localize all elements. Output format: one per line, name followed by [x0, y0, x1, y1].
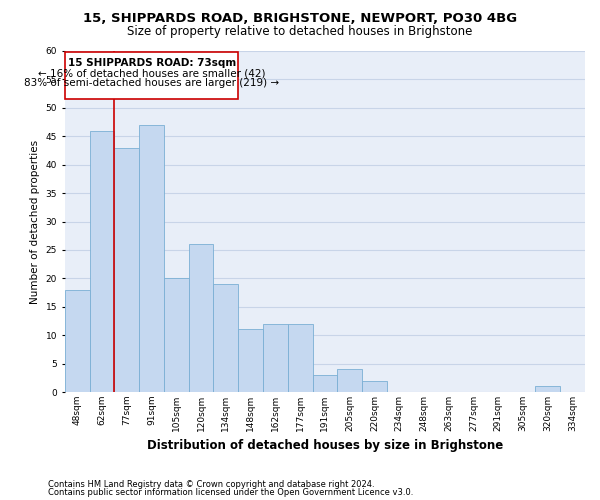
Y-axis label: Number of detached properties: Number of detached properties: [30, 140, 40, 304]
Bar: [238, 330, 263, 392]
Bar: [214, 284, 238, 392]
Bar: [263, 324, 288, 392]
Bar: [139, 125, 164, 392]
Text: 15 SHIPPARDS ROAD: 73sqm: 15 SHIPPARDS ROAD: 73sqm: [68, 58, 236, 68]
Bar: [535, 386, 560, 392]
Bar: [362, 380, 387, 392]
Bar: [288, 324, 313, 392]
Text: ← 16% of detached houses are smaller (42): ← 16% of detached houses are smaller (42…: [38, 68, 266, 78]
Bar: [313, 375, 337, 392]
Bar: [164, 278, 188, 392]
Bar: [188, 244, 214, 392]
X-axis label: Distribution of detached houses by size in Brighstone: Distribution of detached houses by size …: [147, 440, 503, 452]
Bar: [89, 130, 115, 392]
Bar: [337, 370, 362, 392]
Bar: [115, 148, 139, 392]
Text: Size of property relative to detached houses in Brighstone: Size of property relative to detached ho…: [127, 25, 473, 38]
Text: 83% of semi-detached houses are larger (219) →: 83% of semi-detached houses are larger (…: [24, 78, 280, 88]
Text: 15, SHIPPARDS ROAD, BRIGHSTONE, NEWPORT, PO30 4BG: 15, SHIPPARDS ROAD, BRIGHSTONE, NEWPORT,…: [83, 12, 517, 26]
Text: Contains HM Land Registry data © Crown copyright and database right 2024.: Contains HM Land Registry data © Crown c…: [48, 480, 374, 489]
Bar: [65, 290, 89, 392]
Text: Contains public sector information licensed under the Open Government Licence v3: Contains public sector information licen…: [48, 488, 413, 497]
FancyBboxPatch shape: [65, 52, 238, 100]
